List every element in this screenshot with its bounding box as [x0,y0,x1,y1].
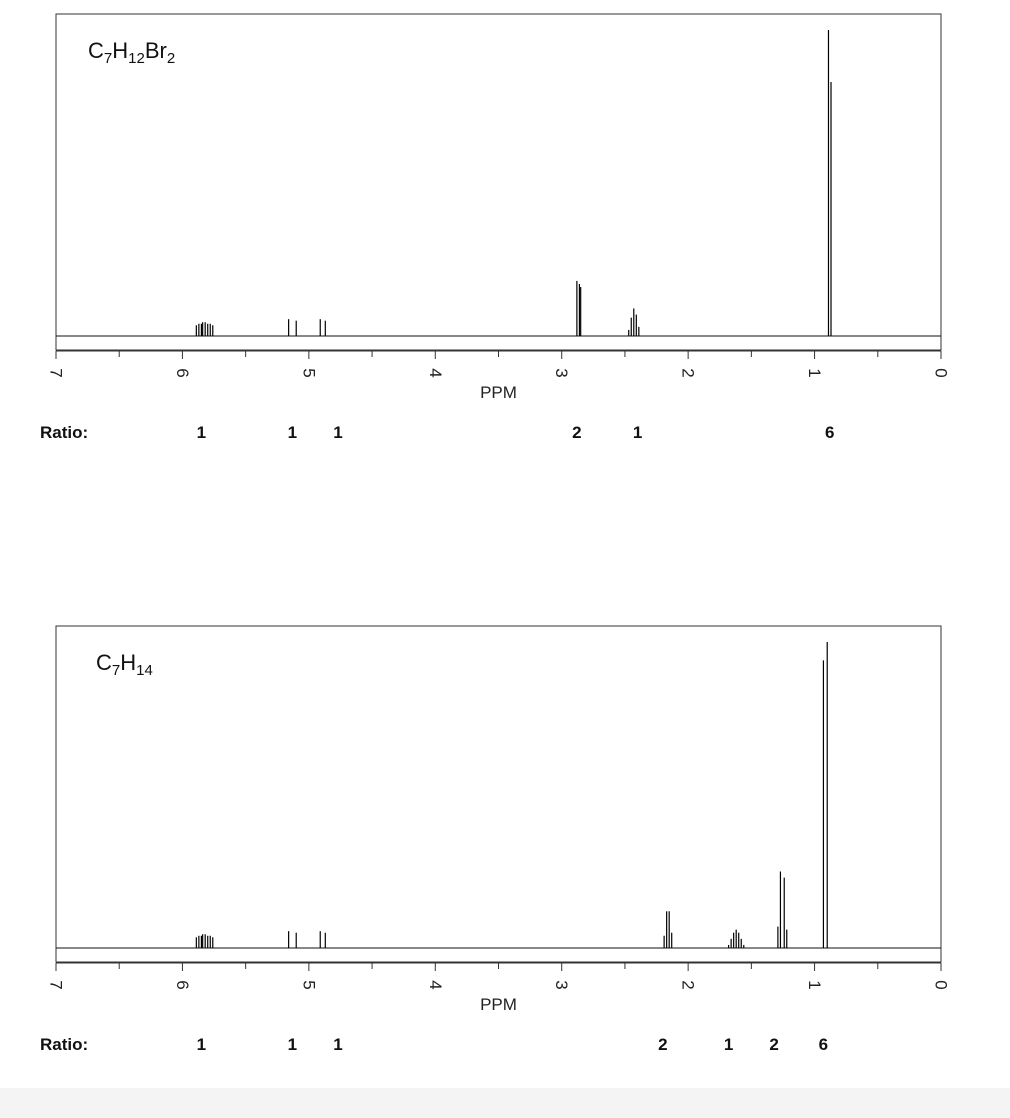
x-axis-label: PPM [480,383,517,402]
plot-frame [55,13,942,351]
ratio-value: 1 [197,1035,206,1054]
ratio-value: 6 [825,423,834,442]
peak-5 [827,30,832,336]
x-tick-label: 4 [426,980,445,989]
x-tick-label: 2 [679,980,698,989]
peak-1 [288,931,297,948]
x-tick-label: 6 [173,980,192,989]
ratio-label: Ratio: [40,1035,88,1054]
peak-2 [319,931,326,948]
x-tick-label: 7 [47,980,66,989]
ratio-label: Ratio: [40,423,88,442]
spectrum-title: C7H14 [96,650,153,679]
x-axis-label: PPM [480,995,517,1014]
x-tick-label: 0 [932,980,951,989]
x-tick-label: 7 [47,368,66,377]
ratio-value: 1 [333,1035,342,1054]
footer-band [0,1088,1010,1118]
ratio-value: 1 [288,1035,297,1054]
ratio-value: 1 [333,423,342,442]
peak-5 [777,871,788,948]
x-tick-label: 1 [805,980,824,989]
peak-2 [319,319,326,336]
ratio-value: 2 [658,1035,667,1054]
plot-frame [55,625,942,963]
x-tick-label: 6 [173,368,192,377]
x-tick-label: 1 [805,368,824,377]
x-tick-label: 0 [932,368,951,377]
ratio-value: 1 [633,423,642,442]
peak-1 [288,319,297,336]
nmr-spectrum-top: C7H12Br2 7 6 5 4 3 2 1 0 PPM Ratio: 1 1 1 2 1 6 [40,13,951,442]
ratio-value: 6 [819,1035,828,1054]
nmr-spectrum-bottom: C7H14 7 6 5 4 3 2 1 0 PPM Ratio: 1 1 1 2 1 2 6 [40,625,951,1054]
peak-0 [195,934,214,948]
peak-0 [195,322,214,336]
peak-3 [663,911,673,948]
peak-4 [628,308,640,336]
peak-4 [727,929,745,948]
peak-6 [822,642,828,948]
x-tick-label: 4 [426,368,445,377]
ratio-value: 1 [197,423,206,442]
x-tick-label: 5 [299,980,318,989]
x-tick-label: 3 [552,980,571,989]
peak-3 [576,280,582,336]
ratio-value: 1 [288,423,297,442]
spectrum-title: C7H12Br2 [88,38,175,67]
ratio-value: 2 [572,423,581,442]
ratio-value: 2 [769,1035,778,1054]
ratio-value: 1 [724,1035,733,1054]
x-tick-label: 5 [299,368,318,377]
x-tick-label: 3 [552,368,571,377]
x-tick-label: 2 [679,368,698,377]
